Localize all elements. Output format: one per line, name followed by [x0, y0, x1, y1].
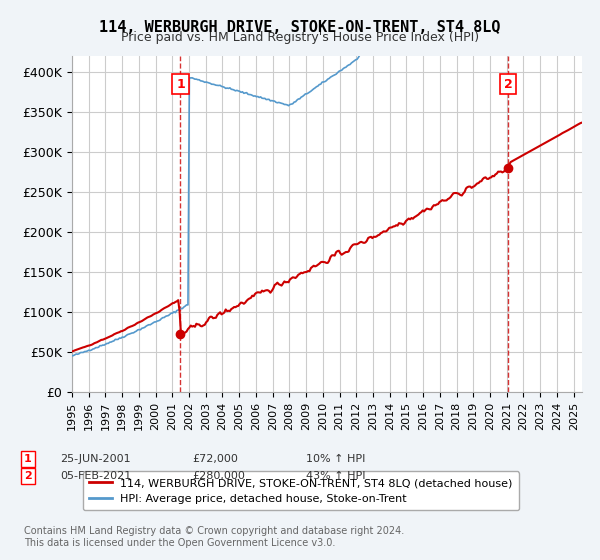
Text: 2: 2 [504, 77, 512, 91]
Text: £280,000: £280,000 [192, 471, 245, 481]
Text: £72,000: £72,000 [192, 454, 238, 464]
Text: 2: 2 [24, 471, 32, 481]
Text: 1: 1 [176, 77, 185, 91]
Legend: 114, WERBURGH DRIVE, STOKE-ON-TRENT, ST4 8LQ (detached house), HPI: Average pric: 114, WERBURGH DRIVE, STOKE-ON-TRENT, ST4… [83, 472, 520, 510]
Text: Contains HM Land Registry data © Crown copyright and database right 2024.
This d: Contains HM Land Registry data © Crown c… [24, 526, 404, 548]
Text: Price paid vs. HM Land Registry's House Price Index (HPI): Price paid vs. HM Land Registry's House … [121, 31, 479, 44]
Text: 1: 1 [24, 454, 32, 464]
Text: 114, WERBURGH DRIVE, STOKE-ON-TRENT, ST4 8LQ: 114, WERBURGH DRIVE, STOKE-ON-TRENT, ST4… [99, 20, 501, 35]
Text: 25-JUN-2001: 25-JUN-2001 [60, 454, 131, 464]
Text: 05-FEB-2021: 05-FEB-2021 [60, 471, 131, 481]
Text: 10% ↑ HPI: 10% ↑ HPI [306, 454, 365, 464]
Text: 43% ↑ HPI: 43% ↑ HPI [306, 471, 365, 481]
